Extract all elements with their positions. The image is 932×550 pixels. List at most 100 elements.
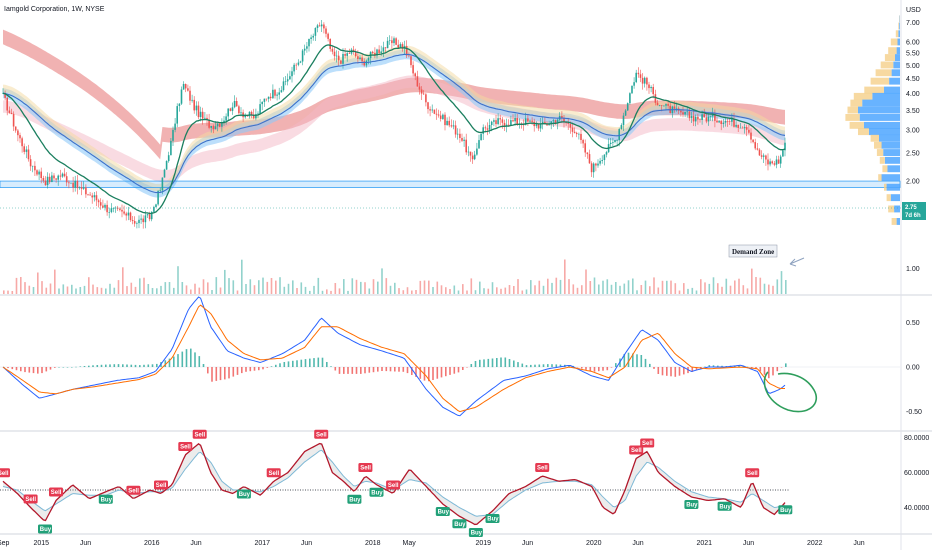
candle (782, 150, 784, 157)
signal-tag-box (717, 501, 732, 511)
candle (12, 113, 15, 127)
macd-histogram-bar (712, 365, 715, 367)
macd-histogram-bar (355, 367, 358, 374)
candle (529, 120, 531, 122)
price-axis[interactable]: 7.00 6.00 5.50 5.00 4.50 4.00 3.50 3.00 2.50 2.00… (904, 20, 929, 512)
candle (552, 120, 555, 122)
candle (663, 105, 665, 107)
candle (537, 123, 540, 129)
candle (450, 125, 453, 127)
volume-profile-bar-down (862, 99, 900, 107)
macd-histogram-bar (54, 367, 56, 368)
signal-tag-box (535, 463, 550, 472)
volume-profile-bar-up (874, 141, 882, 149)
macd-histogram-bar (173, 356, 175, 367)
volume-bar (83, 285, 86, 294)
macd-histogram-bar (674, 367, 677, 377)
macd-histogram-bar (139, 365, 141, 368)
candle (595, 163, 597, 166)
volume-profile-bar-down (858, 106, 900, 114)
volume-bar (181, 282, 184, 294)
candle (726, 121, 729, 122)
candle (293, 64, 295, 72)
candle (382, 47, 385, 52)
candle (272, 89, 274, 99)
volume-bar (368, 288, 371, 294)
volume-profile-bar-down (883, 149, 900, 156)
buy-signal: Buy (778, 505, 793, 515)
price-tick-label: 6.00 (906, 40, 920, 47)
macd-histogram-bar (258, 367, 260, 371)
volume-bar (62, 284, 65, 294)
candle (367, 58, 370, 61)
candle (316, 25, 319, 28)
time-axis[interactable]: Sep 2015 Jun 2016 Jun 2017 Jun 2018 May 2019 Jun 20… (0, 540, 865, 547)
candle (754, 142, 756, 149)
volume-profile-bar-down (859, 114, 900, 121)
candle (363, 61, 365, 66)
volume-bar (96, 287, 99, 294)
volume-bar (219, 287, 222, 294)
price-pane[interactable] (0, 20, 901, 294)
candle (616, 140, 618, 141)
macd-histogram-bar (402, 367, 405, 372)
candle (592, 163, 595, 173)
demand-zone (0, 180, 901, 188)
volume-bar (768, 284, 770, 294)
candle (184, 84, 187, 89)
volume-profile-bar-down (891, 69, 900, 77)
candle (4, 93, 6, 98)
candle (414, 73, 416, 77)
time-tick-label: Sep (0, 540, 10, 547)
volume-bar (729, 285, 732, 294)
macd-histogram-bar (691, 367, 694, 372)
macd-histogram-bar (11, 367, 14, 370)
candle (104, 204, 106, 208)
candle (478, 140, 480, 149)
volume-bar (666, 280, 668, 294)
rsi-pane[interactable]: SellSellSellBuyBuySellSellSellBuySellSel… (0, 429, 793, 537)
volume-bar (402, 290, 405, 294)
candle (65, 176, 68, 183)
macd-histogram-bar (415, 367, 417, 377)
volume-bar (71, 284, 73, 294)
volume-bar (440, 285, 443, 294)
macd-histogram-bar (321, 357, 324, 367)
candle (569, 124, 572, 128)
candle (410, 56, 412, 66)
candle (503, 122, 506, 126)
sell-signal: Sell (154, 480, 168, 490)
macd-pane[interactable] (0, 296, 900, 417)
macd-histogram-bar (275, 364, 277, 367)
candle (459, 133, 461, 138)
candle (380, 51, 382, 53)
volume-bar (581, 285, 583, 294)
candle (68, 182, 70, 184)
candle (435, 113, 438, 115)
candle (359, 57, 361, 59)
volume-bar (593, 277, 596, 294)
signal-tag-box (347, 494, 362, 504)
volume-profile-bar-up (847, 106, 858, 114)
macd-histogram-bar (215, 367, 218, 381)
volume-bar (351, 278, 354, 294)
volume-profile-bar-up (891, 218, 897, 225)
macd-histogram-bar (194, 352, 196, 368)
volume-bar (406, 287, 409, 294)
macd-histogram-bar (585, 367, 587, 370)
macd-histogram-bar (559, 364, 562, 367)
volume-bar (41, 281, 43, 294)
candle (456, 133, 459, 135)
candle (318, 25, 321, 27)
time-tick-label: Jun (743, 540, 754, 547)
candle (182, 84, 185, 90)
macd-histogram-bar (96, 365, 99, 367)
candle (507, 124, 510, 126)
candle (652, 87, 654, 95)
candle (252, 114, 255, 119)
macd-histogram-bar (253, 367, 256, 371)
macd-histogram-bar (449, 367, 451, 375)
sell-signal: Sell (640, 438, 655, 448)
volume-profile-bar-down (889, 77, 900, 85)
volume-bar (355, 279, 358, 294)
